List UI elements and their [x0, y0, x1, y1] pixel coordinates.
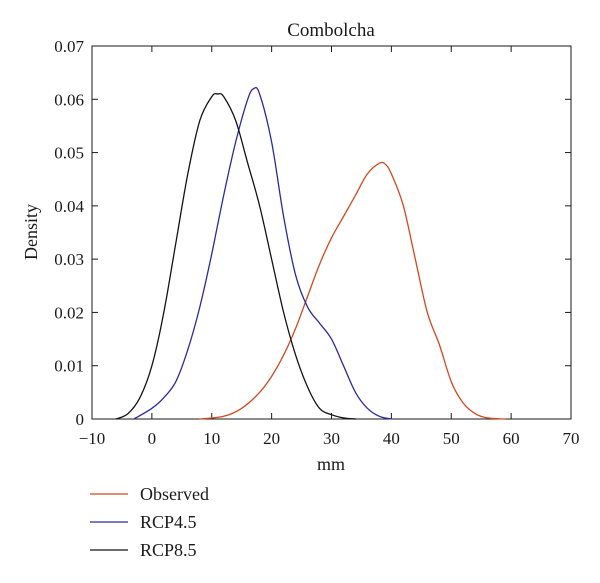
- series-layer: [115, 86, 506, 420]
- series-line-rcp4-5: [133, 86, 393, 420]
- x-tick-label: 10: [203, 429, 220, 448]
- y-tick-label: 0.07: [54, 37, 84, 56]
- y-tick-label: 0.02: [54, 303, 84, 322]
- x-axis-label: mm: [317, 454, 345, 474]
- x-tick-label: 20: [263, 429, 280, 448]
- y-axis: 0 0.01 0.02 0.03 0.04 0.05 0.06 0.07: [54, 37, 571, 429]
- y-tick-label: 0.03: [54, 250, 84, 269]
- legend-label: RCP4.5: [140, 512, 197, 532]
- x-tick-label: 0: [148, 429, 157, 448]
- plot-area-frame: [91, 45, 572, 420]
- legend: Observed RCP4.5 RCP8.5: [90, 484, 209, 560]
- legend-item: RCP8.5: [90, 540, 197, 560]
- x-tick-label: −10: [79, 429, 106, 448]
- y-tick-label: 0.06: [54, 90, 84, 109]
- series-line-observed: [199, 161, 506, 420]
- legend-item: Observed: [90, 484, 209, 504]
- y-axis-label: Density: [21, 204, 41, 260]
- x-tick-label: 50: [443, 429, 460, 448]
- x-tick-label: 60: [503, 429, 520, 448]
- legend-label: Observed: [140, 484, 209, 504]
- chart-title: Combolcha: [287, 20, 375, 41]
- y-tick-label: 0.04: [54, 197, 84, 216]
- y-tick-label: 0.05: [54, 144, 84, 163]
- x-axis: −10 0 10 20 30 40 50 60 70: [79, 46, 580, 448]
- legend-label: RCP8.5: [140, 540, 197, 560]
- x-tick-label: 30: [323, 429, 340, 448]
- legend-item: RCP4.5: [90, 512, 197, 532]
- x-tick-label: 40: [383, 429, 400, 448]
- y-tick-label: 0.01: [54, 357, 84, 376]
- series-line-rcp8-5: [115, 93, 357, 420]
- x-tick-label: 70: [563, 429, 580, 448]
- y-tick-label: 0: [76, 410, 85, 429]
